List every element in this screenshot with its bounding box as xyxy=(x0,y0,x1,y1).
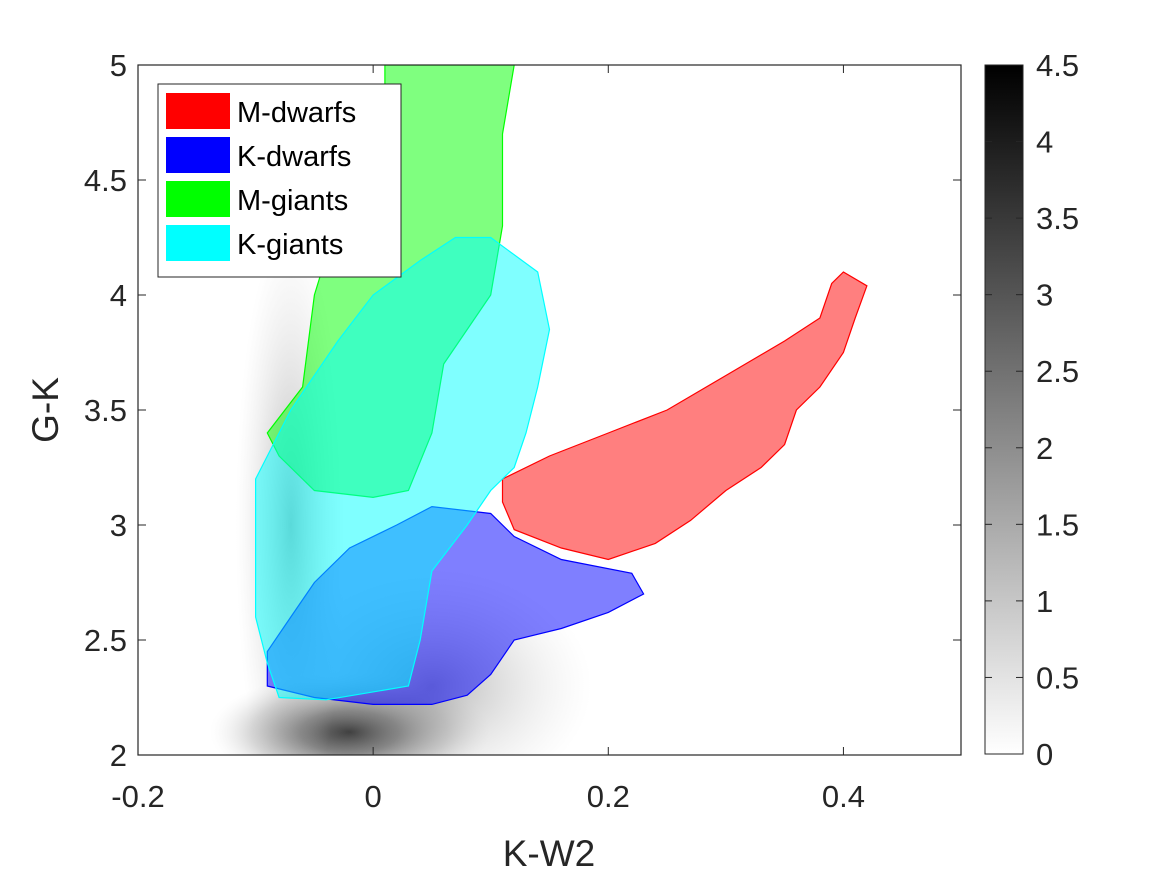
colorbar-tick-label: 4 xyxy=(1036,125,1053,160)
y-tick-label: 4 xyxy=(110,278,127,313)
colorbar-tick-label: 3 xyxy=(1036,278,1053,313)
y-tick-label: 4.5 xyxy=(84,163,127,198)
legend: M-dwarfs K-dwarfs M-giants K-giants xyxy=(157,83,402,278)
region-k-giants xyxy=(255,236,551,701)
legend-label: M-dwarfs xyxy=(237,97,356,129)
colorbar-tick-label: 2 xyxy=(1036,431,1053,466)
x-axis-label: K-W2 xyxy=(503,833,596,874)
region-layer xyxy=(255,65,868,706)
y-tick-label: 2.5 xyxy=(84,623,127,658)
colorbar-tick-label: 4.5 xyxy=(1036,48,1079,83)
colorbar-tick-label: 0.5 xyxy=(1036,660,1079,695)
legend-swatch xyxy=(166,181,230,217)
x-tick-label: 0 xyxy=(365,779,382,814)
y-axis-label: G-K xyxy=(25,377,66,443)
colorbar-tick-label: 1 xyxy=(1036,584,1053,619)
x-axis: -0.2 0 0.2 0.4 xyxy=(111,65,865,814)
y-tick-label: 3.5 xyxy=(84,393,127,428)
colorbar-tick-label: 3.5 xyxy=(1036,201,1079,236)
colorbar: 0 0.5 1 1.5 2 2.5 3 3.5 4 4.5 xyxy=(984,48,1079,772)
legend-swatch xyxy=(166,225,230,261)
y-tick-label: 2 xyxy=(110,738,127,773)
y-tick-label: 3 xyxy=(110,508,127,543)
colorbar-tick-label: 1.5 xyxy=(1036,507,1079,542)
legend-swatch xyxy=(166,137,230,173)
colorbar-gradient xyxy=(984,64,1024,755)
colorbar-tick-label: 0 xyxy=(1036,737,1053,772)
x-tick-label: 0.4 xyxy=(822,779,865,814)
x-tick-label: -0.2 xyxy=(111,779,164,814)
legend-label: K-dwarfs xyxy=(237,141,351,173)
x-tick-label: 0.2 xyxy=(587,779,630,814)
y-tick-label: 5 xyxy=(110,48,127,83)
region-m-dwarfs xyxy=(501,271,868,561)
legend-swatch xyxy=(166,93,230,129)
legend-label: K-giants xyxy=(237,229,343,261)
legend-label: M-giants xyxy=(237,185,348,217)
y-axis: 2 2.5 3 3.5 4 4.5 5 xyxy=(84,48,961,773)
colorbar-tick-label: 2.5 xyxy=(1036,354,1079,389)
